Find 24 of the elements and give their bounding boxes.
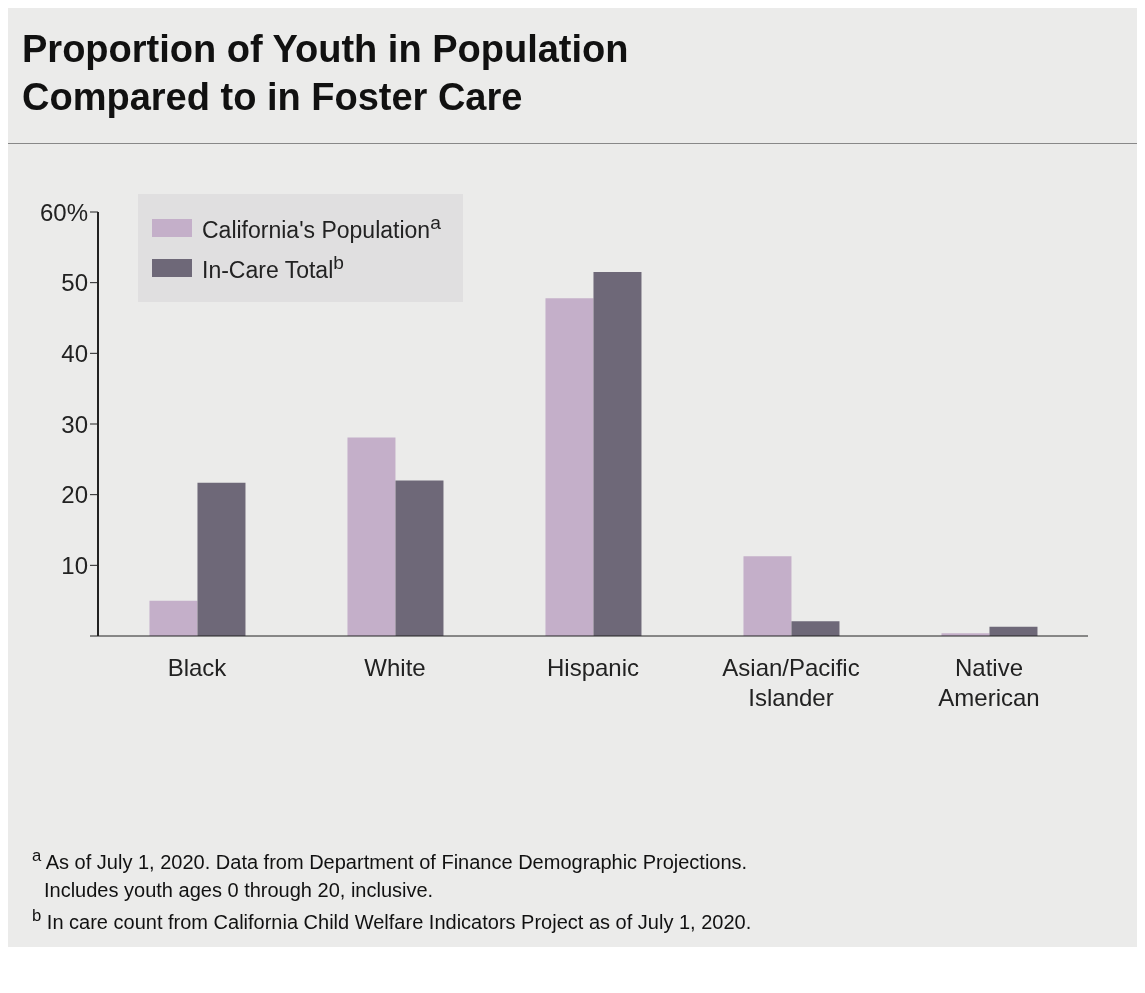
bar <box>593 272 642 636</box>
bar <box>545 298 594 636</box>
bar <box>395 480 444 636</box>
bar <box>347 437 396 636</box>
y-tick-label: 50 <box>61 269 88 297</box>
bar <box>149 600 198 636</box>
bar <box>791 621 840 636</box>
legend-label: California's Population$^{a}$ <box>202 212 441 244</box>
y-tick-label: 10 <box>61 551 88 579</box>
text: $^{b}$ In care count from California Child Welfare Indicators Project as of July 1, 2020. <box>32 904 753 935</box>
y-tick-label: 40 <box>61 339 88 367</box>
y-tick-label: 60% <box>39 198 88 226</box>
bar <box>197 482 246 636</box>
y-tick-label: 20 <box>61 481 88 509</box>
x-tick-label: Hispanic <box>546 654 640 681</box>
bar <box>743 556 792 636</box>
x-tick-label: Asian/Pacific Islander <box>722 654 860 711</box>
text: $^{a}$ As of July 1, 2020. Data from Department of Finance Demographic Projections. Includes youth ages 0 through 20, inclusive. <box>32 845 749 903</box>
y-tick-label: 30 <box>61 410 88 438</box>
x-tick-label: Black <box>167 654 228 681</box>
x-tick-label: Native American <box>938 654 1040 711</box>
legend-label: In-Care Total$^{b}$ <box>202 252 344 284</box>
chart-title: Proportion of Youth in Population Compared to in Foster Care <box>21 27 630 120</box>
x-tick-label: White <box>364 654 426 681</box>
